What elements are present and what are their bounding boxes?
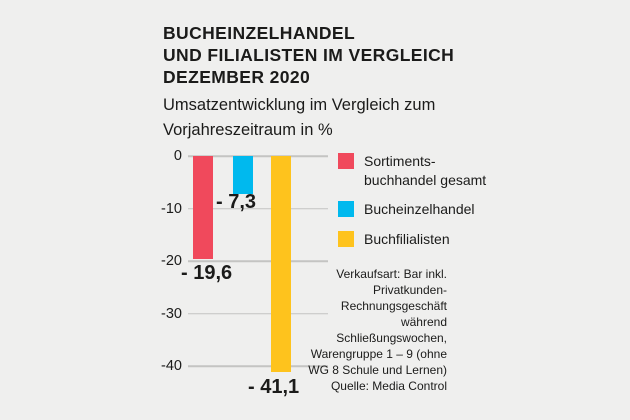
- legend-item-sortimentsbuchhandel: Sortiments- buchhandel gesamt: [338, 152, 486, 190]
- plot-area: [188, 155, 328, 372]
- y-tick-minus10: -10: [161, 200, 182, 217]
- bar-bucheinzelhandel: [233, 156, 253, 194]
- gridline-0: [188, 155, 328, 157]
- bar-sortimentsbuchhandel: [193, 156, 213, 259]
- y-tick-0: 0: [173, 148, 182, 164]
- chart-subtitle: Umsatzentwicklung im Vergleich zum Vorja…: [163, 96, 436, 139]
- legend-swatch-blue: [338, 201, 354, 217]
- value-label-buchfilialisten: - 41,1: [248, 376, 300, 398]
- y-tick-minus20: -20: [161, 253, 182, 269]
- gridline-minus30: [188, 312, 328, 315]
- legend-item-bucheinzelhandel: Bucheinzelhandel: [338, 200, 475, 219]
- gridline-minus10: [188, 207, 328, 210]
- legend-swatch-yellow: [338, 231, 354, 247]
- footnote-source: Verkaufsart: Bar inkl. Privatkunden- Rec…: [308, 267, 447, 393]
- legend-label-sortimentsbuchhandel: Sortiments- buchhandel gesamt: [364, 153, 487, 188]
- bar-buchfilialisten: [271, 156, 291, 372]
- y-tick-minus30: -30: [161, 305, 182, 322]
- gridline-minus20: [188, 260, 328, 262]
- legend-swatch-red: [338, 153, 354, 169]
- legend-label-buchfilialisten: Buchfilialisten: [364, 231, 450, 247]
- value-label-sortimentsbuchhandel: - 19,6: [181, 262, 233, 284]
- gridline-minus40: [188, 365, 328, 367]
- value-label-bucheinzelhandel: - 7,3: [216, 191, 257, 213]
- chart-title: BUCHEINZELHANDEL UND FILIALISTEN IM VERG…: [163, 23, 455, 87]
- y-tick-minus40: -40: [161, 358, 182, 374]
- legend-item-buchfilialisten: Buchfilialisten: [338, 230, 450, 249]
- legend-label-bucheinzelhandel: Bucheinzelhandel: [364, 201, 475, 217]
